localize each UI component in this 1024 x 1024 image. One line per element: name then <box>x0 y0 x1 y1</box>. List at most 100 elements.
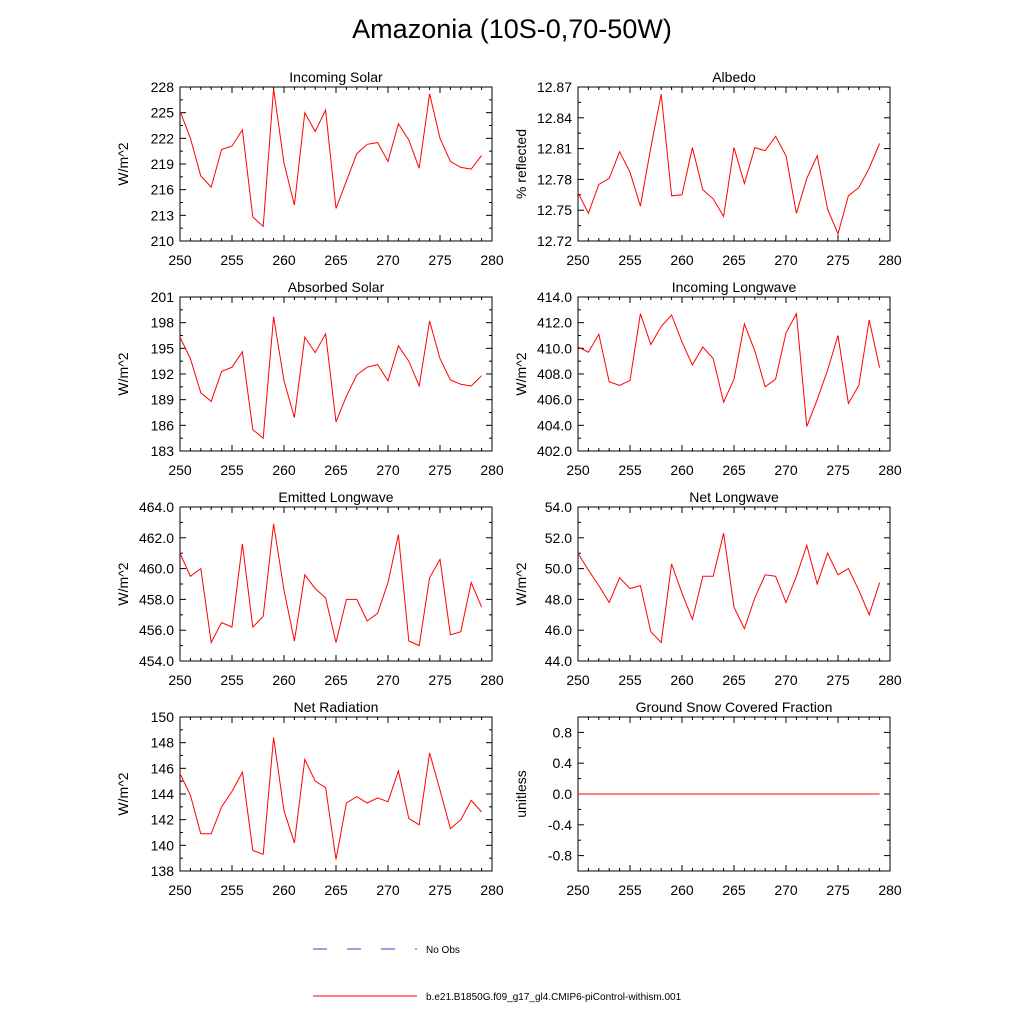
x-tick-label: 280 <box>878 882 902 898</box>
panel-title: Ground Snow Covered Fraction <box>636 699 833 715</box>
chart-net-radiation: Net Radiation W/m^2 250 255 260 265 270 275 280 1… <box>115 699 504 898</box>
y-tick-label: 460.0 <box>139 561 174 577</box>
series-line <box>577 312 881 427</box>
x-tick-label: 280 <box>878 252 902 268</box>
x-tick-label: 270 <box>376 672 400 688</box>
x-tick-label: 270 <box>376 882 400 898</box>
y-tick-label: 414.0 <box>537 289 572 305</box>
x-tick-label: 250 <box>566 462 590 478</box>
series-line <box>179 523 483 647</box>
chart-incoming-solar: Incoming Solar W/m^2 250 255 260 265 270 275 280… <box>115 69 504 268</box>
x-tick-label: 275 <box>826 252 850 268</box>
x-tick-label: 275 <box>428 672 452 688</box>
x-tick-label: 255 <box>220 882 244 898</box>
y-tick-label: 402.0 <box>537 443 572 459</box>
x-tick-label: 265 <box>722 462 746 478</box>
y-tick-label: 0.4 <box>553 755 573 771</box>
y-tick-label: 189 <box>151 392 175 408</box>
panel-title: Albedo <box>712 69 756 85</box>
y-tick-label: -0.4 <box>548 817 572 833</box>
y-axis-label: unitless <box>513 770 529 817</box>
y-tick-label: 12.81 <box>537 141 572 157</box>
y-tick-label: 12.87 <box>537 79 572 95</box>
x-tick-label: 265 <box>722 882 746 898</box>
y-tick-label: 150 <box>151 709 175 725</box>
y-tick-label: 201 <box>151 289 175 305</box>
x-tick-label: 280 <box>878 672 902 688</box>
plot-frame <box>179 86 493 242</box>
x-tick-label: 255 <box>220 252 244 268</box>
y-tick-label: 219 <box>151 156 175 172</box>
x-tick-label: 260 <box>670 252 694 268</box>
y-tick-label: 216 <box>151 182 175 198</box>
x-tick-label: 270 <box>774 462 798 478</box>
plot-frame <box>179 506 493 662</box>
x-tick-label: 265 <box>722 252 746 268</box>
legend-model-label: b.e21.B1850G.f09_g17_gl4.CMIP6-piControl… <box>426 992 682 1003</box>
x-tick-label: 260 <box>272 462 296 478</box>
y-axis-label: W/m^2 <box>513 352 529 395</box>
plot-frame <box>179 716 493 872</box>
panel-title: Emitted Longwave <box>278 489 393 505</box>
x-tick-label: 280 <box>480 252 504 268</box>
y-tick-label: 44.0 <box>545 653 572 669</box>
series-line <box>577 94 881 236</box>
plot-frame <box>179 296 493 452</box>
x-tick-label: 275 <box>428 882 452 898</box>
x-tick-label: 270 <box>774 882 798 898</box>
y-tick-label: 0.0 <box>553 786 573 802</box>
y-tick-label: 406.0 <box>537 392 572 408</box>
x-tick-label: 265 <box>324 462 348 478</box>
plot-frame <box>577 86 891 242</box>
x-tick-label: 255 <box>618 882 642 898</box>
y-axis-label: W/m^2 <box>115 562 131 605</box>
x-tick-label: 275 <box>428 252 452 268</box>
y-tick-label: 210 <box>151 233 175 249</box>
y-tick-label: 52.0 <box>545 530 572 546</box>
y-tick-label: 198 <box>151 315 175 331</box>
x-tick-label: 260 <box>272 252 296 268</box>
y-tick-label: 138 <box>151 863 175 879</box>
y-tick-label: 54.0 <box>545 499 572 515</box>
x-tick-label: 260 <box>272 672 296 688</box>
x-tick-label: 260 <box>670 462 694 478</box>
y-tick-label: 186 <box>151 417 175 433</box>
y-tick-label: 228 <box>151 79 175 95</box>
y-tick-label: 213 <box>151 207 175 223</box>
chart-albedo: Albedo % reflected 250 255 260 265 270 275 280 12… <box>513 69 902 268</box>
x-tick-label: 250 <box>566 882 590 898</box>
y-tick-label: 404.0 <box>537 417 572 433</box>
chart-incoming-longwave: Incoming Longwave W/m^2 250 255 260 265 270 275… <box>513 279 902 478</box>
y-tick-label: -0.8 <box>548 848 572 864</box>
x-tick-label: 265 <box>324 672 348 688</box>
x-tick-label: 260 <box>670 882 694 898</box>
x-tick-label: 280 <box>480 882 504 898</box>
y-tick-label: 50.0 <box>545 561 572 577</box>
y-tick-label: 140 <box>151 837 175 853</box>
legend: No Obs b.e21.B1850G.f09_g17_gl4.CMIP6-piC… <box>313 945 682 1003</box>
x-tick-label: 260 <box>670 672 694 688</box>
y-tick-label: 142 <box>151 812 175 828</box>
panel-title: Net Longwave <box>689 489 779 505</box>
y-axis-label: W/m^2 <box>115 772 131 815</box>
legend-no-obs-label: No Obs <box>426 945 460 956</box>
x-tick-label: 250 <box>168 252 192 268</box>
x-tick-label: 265 <box>324 882 348 898</box>
x-tick-label: 275 <box>826 462 850 478</box>
y-tick-label: 146 <box>151 760 175 776</box>
panel-title: Incoming Longwave <box>672 279 797 295</box>
figure-title: Amazonia (10S-0,70-50W) <box>352 14 672 44</box>
series-line <box>179 316 482 440</box>
y-tick-label: 408.0 <box>537 366 572 382</box>
panel-title: Net Radiation <box>294 699 379 715</box>
y-tick-label: 192 <box>151 366 175 382</box>
x-tick-label: 255 <box>618 672 642 688</box>
y-tick-label: 48.0 <box>545 591 572 607</box>
x-tick-label: 260 <box>272 882 296 898</box>
y-tick-label: 144 <box>151 786 175 802</box>
series-line <box>179 737 482 860</box>
y-tick-label: 410.0 <box>537 340 572 356</box>
y-tick-label: 12.78 <box>537 171 572 187</box>
y-tick-label: 12.75 <box>537 202 572 218</box>
